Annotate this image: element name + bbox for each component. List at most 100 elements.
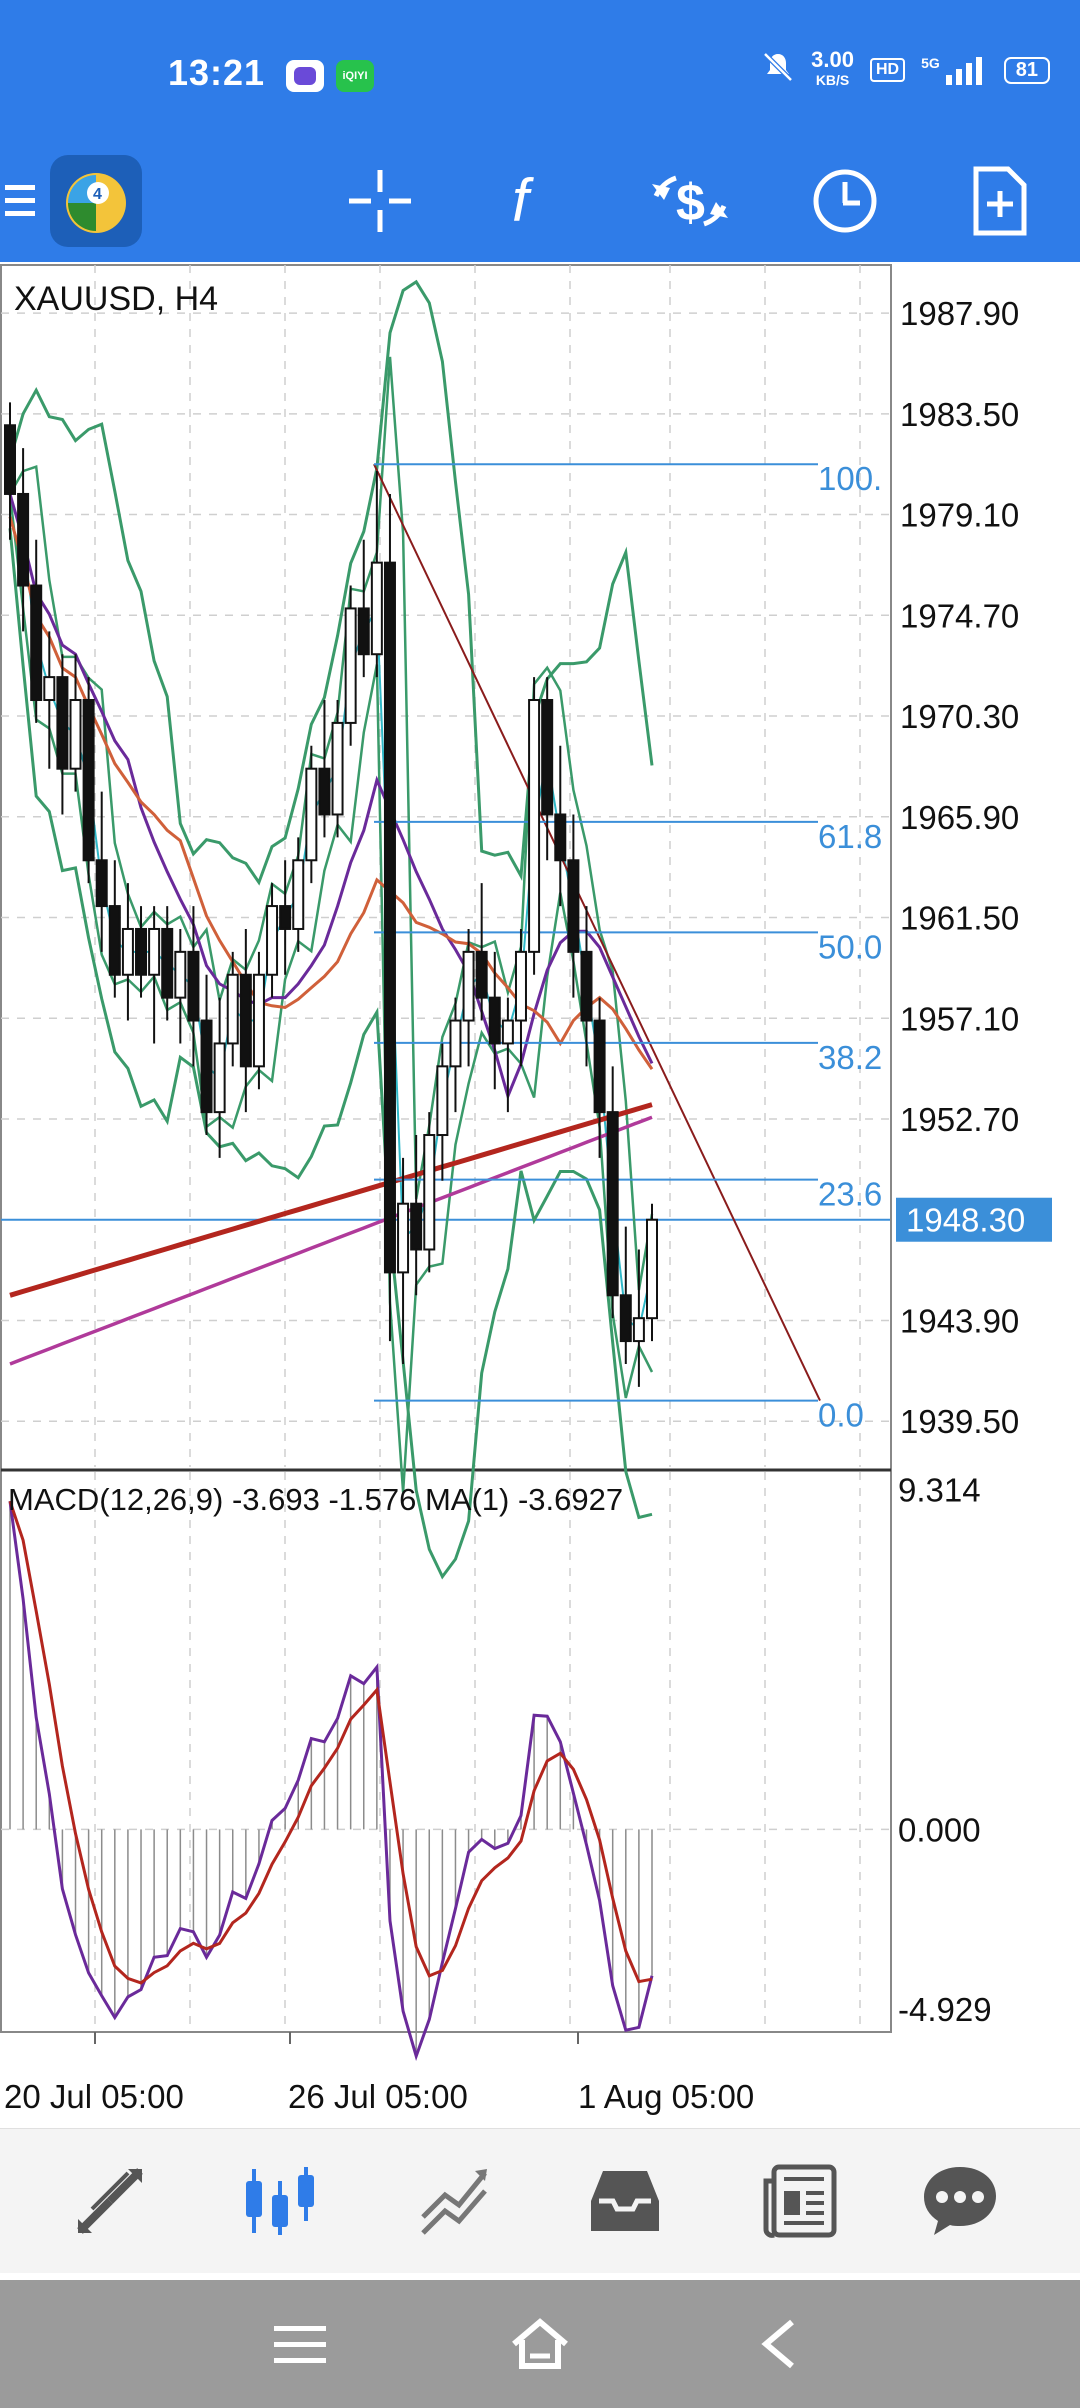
candle-body bbox=[292, 859, 305, 930]
news-tab-icon[interactable] bbox=[740, 2129, 860, 2273]
candle-body bbox=[423, 1134, 436, 1251]
candle-body bbox=[279, 905, 292, 930]
macd-tick-label: 0.000 bbox=[898, 1811, 981, 1848]
candle-body bbox=[344, 607, 357, 724]
candle-body bbox=[226, 973, 239, 1045]
recent-apps-icon[interactable] bbox=[260, 2280, 340, 2408]
status-time: 13:21 bbox=[168, 52, 266, 93]
candle-body bbox=[383, 561, 396, 1274]
candle-body bbox=[436, 1065, 449, 1137]
candle-body bbox=[135, 927, 148, 976]
fib-level-label: 61.8 bbox=[818, 818, 882, 855]
candle-body bbox=[30, 584, 43, 702]
candle-body bbox=[370, 561, 383, 656]
trade-icon[interactable]: $ bbox=[640, 140, 740, 262]
svg-text:f: f bbox=[512, 167, 534, 234]
ma-orange-line bbox=[8, 516, 654, 1070]
grid-lines bbox=[1, 265, 890, 2030]
candle-body bbox=[632, 1317, 645, 1343]
fast-ma-line bbox=[9, 493, 653, 1332]
candle-body bbox=[462, 950, 475, 1022]
fib-level-label: 38.2 bbox=[818, 1039, 882, 1076]
mute-icon bbox=[761, 50, 795, 90]
candle-body bbox=[646, 1218, 658, 1320]
current-price-label: 1948.30 bbox=[906, 1202, 1025, 1239]
new-order-icon[interactable] bbox=[950, 140, 1050, 262]
candle-body bbox=[606, 1111, 619, 1297]
price-tick-label: 1979.10 bbox=[900, 497, 1019, 534]
date-tick-label: 26 Jul 05:00 bbox=[288, 2078, 468, 2115]
menu-icon[interactable] bbox=[0, 140, 40, 262]
fib-level-label: 0.0 bbox=[818, 1397, 864, 1434]
candle-body bbox=[501, 1019, 514, 1045]
candle-body bbox=[554, 813, 567, 862]
ma-purple-line bbox=[8, 493, 654, 1101]
history-tab-icon[interactable] bbox=[565, 2129, 685, 2273]
mt4-logo-icon[interactable]: 4 bbox=[46, 140, 146, 262]
candle-body bbox=[541, 699, 554, 816]
price-tick-label: 1970.30 bbox=[900, 698, 1019, 735]
candle-body bbox=[121, 927, 134, 976]
date-tick-label: 1 Aug 05:00 bbox=[578, 2078, 754, 2115]
candle-body bbox=[580, 950, 593, 1022]
candle-body bbox=[567, 859, 580, 953]
candle-body bbox=[148, 927, 161, 976]
date-tick-label: 20 Jul 05:00 bbox=[4, 2078, 184, 2115]
candle-body bbox=[619, 1294, 632, 1343]
price-tick-label: 1939.50 bbox=[900, 1403, 1019, 1440]
chart-area[interactable]: 100. 61.8 50.0 38.2 23.6 0.0 1987.90 1983.50 19… bbox=[0, 262, 1080, 2122]
system-navigation-bar bbox=[0, 2280, 1080, 2408]
price-tick-label: 1987.90 bbox=[900, 295, 1019, 332]
signal-icon: 5G bbox=[921, 55, 988, 85]
candle-body bbox=[318, 767, 331, 816]
price-tick-label: 1965.90 bbox=[900, 799, 1019, 836]
candle-body bbox=[82, 699, 95, 862]
candle-body bbox=[528, 699, 541, 953]
quotes-icon[interactable] bbox=[50, 2129, 170, 2273]
macd-main-line bbox=[8, 1501, 654, 2061]
fib-level-label: 100. bbox=[818, 460, 882, 497]
price-tick-label: 1952.70 bbox=[900, 1101, 1019, 1138]
candle-body bbox=[410, 1202, 423, 1251]
price-tick-label: 1983.50 bbox=[900, 396, 1019, 433]
price-tick-label: 1961.50 bbox=[900, 900, 1019, 937]
candle-body bbox=[488, 996, 501, 1045]
price-tick-label: 1957.10 bbox=[900, 1000, 1019, 1037]
ma-slow-red-line bbox=[9, 1102, 653, 1298]
candle-body bbox=[449, 1019, 462, 1068]
candle-body bbox=[331, 721, 344, 816]
macd-tick-label: -4.929 bbox=[898, 1991, 992, 2028]
hd-badge: HD bbox=[869, 58, 906, 82]
crosshair-icon[interactable] bbox=[330, 140, 430, 262]
trade-tab-icon[interactable] bbox=[395, 2129, 515, 2273]
svg-text:$: $ bbox=[676, 174, 705, 232]
price-chart[interactable]: 100.61.850.038.223.60.0 1987.901983.5019… bbox=[0, 262, 1080, 2122]
candle-body bbox=[56, 676, 69, 770]
timeframe-icon[interactable] bbox=[795, 140, 895, 262]
candle-body bbox=[239, 973, 252, 1068]
candle-body bbox=[4, 424, 16, 495]
candle-body bbox=[514, 950, 527, 1022]
fib-level-label: 23.6 bbox=[818, 1176, 882, 1213]
indicators-icon[interactable]: f bbox=[480, 140, 580, 262]
chart-tab-icon[interactable] bbox=[220, 2129, 340, 2273]
axes: 1987.90 1983.50 1979.10 1974.70 1970.30 1965.… bbox=[4, 295, 1019, 2115]
back-icon[interactable] bbox=[740, 2280, 820, 2408]
chat-tab-icon[interactable] bbox=[900, 2129, 1020, 2273]
home-icon[interactable] bbox=[500, 2280, 580, 2408]
candle-body bbox=[397, 1202, 410, 1274]
fibonacci-retracement[interactable]: 100. 61.8 50.0 38.2 23.6 0.0 bbox=[373, 460, 882, 1434]
candle-body bbox=[43, 676, 56, 702]
net-speed: 3.00 KB/S bbox=[811, 47, 854, 89]
candles bbox=[4, 402, 658, 1387]
chart-toolbar: 4 f $ bbox=[0, 140, 1080, 262]
bollinger-lower-line bbox=[8, 528, 653, 1580]
status-right: 3.00 KB/S HD 5G 81 bbox=[761, 47, 1050, 90]
main-chart-frame bbox=[0, 264, 892, 1471]
candle-body bbox=[187, 950, 200, 1022]
candle-body bbox=[161, 927, 174, 999]
candle-body bbox=[475, 950, 488, 999]
indicator-lines bbox=[8, 279, 654, 1580]
inner-band-lower-line bbox=[8, 493, 654, 1493]
candle-body bbox=[357, 607, 370, 656]
